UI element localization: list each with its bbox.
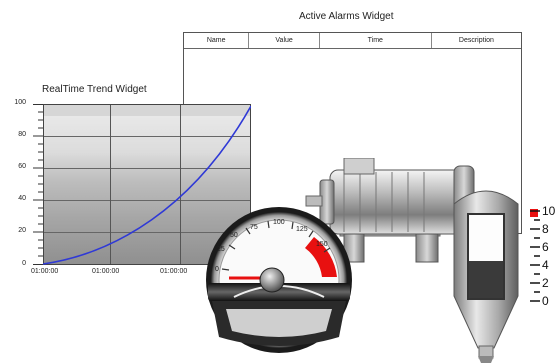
gauge-tick-label: 75 <box>250 224 258 231</box>
alarms-table-header: Name Value Time Description <box>184 33 521 49</box>
gauge-tick-label: 100 <box>273 219 285 226</box>
tank-scale-label: 0 <box>542 294 549 308</box>
trend-gridline <box>43 136 251 137</box>
column-header-description[interactable]: Description <box>458 37 494 44</box>
gauge[interactable] <box>204 205 364 355</box>
alarms-widget-title: Active Alarms Widget <box>299 11 394 22</box>
tank-scale-label: 8 <box>542 222 549 236</box>
trend-top-band <box>43 104 251 116</box>
trend-widget-title: RealTime Trend Widget <box>42 84 147 95</box>
column-header-time[interactable]: Time <box>320 33 432 48</box>
trend-gridline <box>43 200 251 201</box>
trend-y-label: 100 <box>14 99 26 106</box>
trend-y-label: 80 <box>18 131 26 138</box>
trend-gridline <box>180 104 181 265</box>
column-header-name[interactable]: Name <box>184 33 250 48</box>
tank-scale-label: 4 <box>542 258 549 272</box>
tank-scale-label: 10 <box>542 204 556 218</box>
tank[interactable] <box>448 186 526 363</box>
gauge-tick-label: 50 <box>230 232 238 239</box>
trend-x-label: 01:00:00 <box>92 268 120 275</box>
trend-gridline <box>110 104 111 265</box>
tank-level <box>469 261 503 298</box>
tank-scale-label: 2 <box>542 276 549 290</box>
trend-y-label: 20 <box>18 227 26 234</box>
trend-x-label: 01:00:00 <box>31 268 59 275</box>
tank-scale-label: 6 <box>542 240 549 254</box>
trend-plot-border <box>43 104 251 265</box>
gauge-hub <box>259 267 285 293</box>
trend-y-label: 60 <box>18 163 26 170</box>
gauge-tick-label: 125 <box>296 226 308 233</box>
trend-y-label: 0 <box>22 260 26 267</box>
motor-icon <box>305 158 475 263</box>
gauge-tick-label: 25 <box>217 246 225 253</box>
trend-y-ticks <box>33 104 43 265</box>
gauge-tick-label: 0 <box>215 266 219 273</box>
trend-x-label: 01:00:00 <box>160 268 188 275</box>
trend-plot-area[interactable] <box>43 104 251 265</box>
trend-line <box>43 105 251 265</box>
trend-y-label: 40 <box>18 195 26 202</box>
tank-scale <box>530 209 540 302</box>
trend-gridline <box>43 232 251 233</box>
trend-gridline <box>43 168 251 169</box>
column-header-value[interactable]: Value <box>249 33 320 48</box>
gauge-alarm-band <box>305 237 337 277</box>
gauge-tick-label: 150 <box>316 241 328 248</box>
